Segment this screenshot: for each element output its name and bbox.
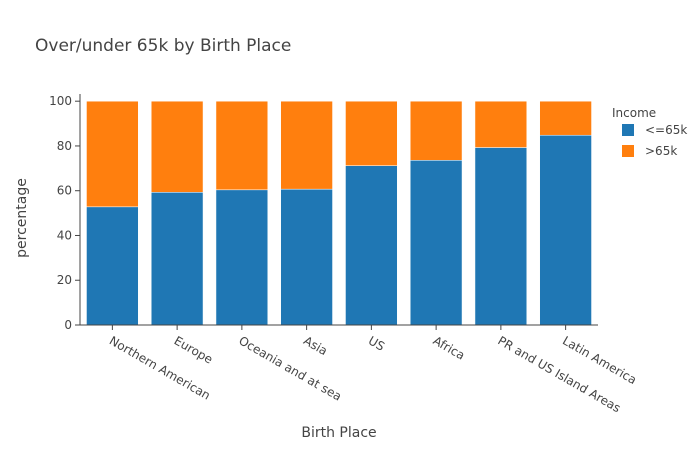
x-axis-title: Birth Place xyxy=(301,425,376,441)
y-tick-label-4: 80 xyxy=(57,139,72,153)
chart-title: Over/under 65k by Birth Place xyxy=(35,36,291,56)
bar-le65k-3 xyxy=(280,188,333,326)
bar-gt65k-0 xyxy=(86,100,139,208)
y-tick-label-3: 60 xyxy=(57,184,72,198)
bar-gt65k-3 xyxy=(280,100,333,190)
x-tick-label-1: Europe xyxy=(172,333,216,366)
bar-gt65k-5 xyxy=(409,100,463,161)
legend-swatch-1 xyxy=(622,145,634,157)
legend-label-1: >65k xyxy=(645,144,677,158)
x-tick-label-6: PR and US Island Areas xyxy=(495,333,623,415)
bar-gt65k-7 xyxy=(539,100,592,136)
x-tick-label-3: Asia xyxy=(301,333,330,358)
y-tick-label-0: 0 xyxy=(64,318,72,332)
y-tick-label-5: 100 xyxy=(49,94,72,108)
bar-gt65k-2 xyxy=(215,100,269,191)
bar-le65k-6 xyxy=(474,147,528,326)
y-tick-label-1: 20 xyxy=(57,273,72,287)
bar-le65k-7 xyxy=(539,134,592,326)
bar-le65k-0 xyxy=(86,206,139,326)
x-tick-label-5: Africa xyxy=(431,333,468,362)
bar-gt65k-4 xyxy=(345,100,398,166)
bar-gt65k-6 xyxy=(474,100,528,148)
legend: Income <=65k >65k xyxy=(612,106,687,158)
bar-le65k-4 xyxy=(345,165,398,326)
legend-label-0: <=65k xyxy=(645,123,687,137)
x-tick-label-4: US xyxy=(366,333,387,353)
bar-le65k-2 xyxy=(215,189,269,326)
y-axis-title: percentage xyxy=(14,178,30,258)
bar-gt65k-1 xyxy=(150,100,204,193)
legend-swatch-0 xyxy=(622,124,634,136)
bar-le65k-5 xyxy=(409,160,463,326)
y-tick-label-2: 40 xyxy=(57,228,72,242)
legend-title: Income xyxy=(612,106,656,120)
bar-le65k-1 xyxy=(150,192,204,326)
y-axis-ticks: 0 20 40 60 80 100 xyxy=(49,94,80,332)
bars-layer xyxy=(86,100,592,326)
